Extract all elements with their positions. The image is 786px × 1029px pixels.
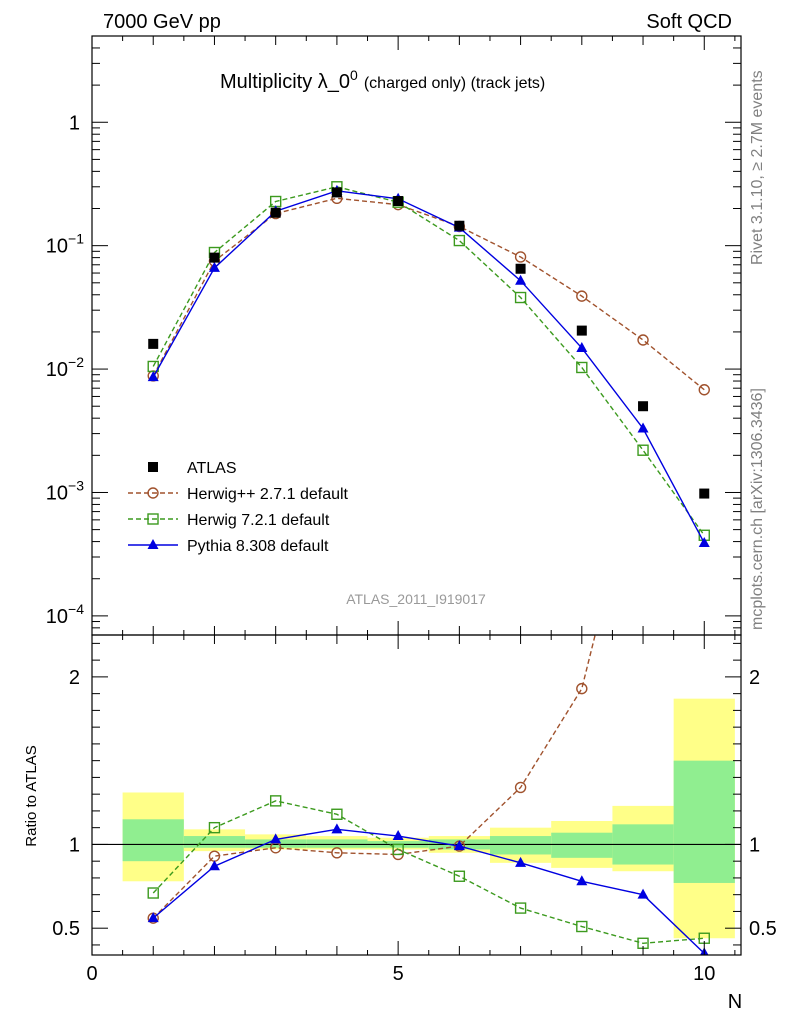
legend-marker: [148, 462, 158, 472]
plot-title-superscript: 0: [350, 67, 358, 83]
main-y-tick-label: 10−3: [46, 477, 84, 504]
ratio-y-tick-label-left: 0.5: [52, 918, 80, 940]
legend: ATLAS Herwig++ 2.7.1 default Herwig 7.2.1 …: [128, 460, 349, 555]
main-y-tick-label: 10−2: [46, 354, 84, 381]
ratio-band-green: [306, 839, 368, 848]
ratio-frame: [91, 634, 742, 956]
ratio-point-pythia-8-308-default: [453, 840, 465, 851]
data-point-atlas: [209, 252, 220, 263]
data-point-atlas: [638, 401, 649, 412]
ratio-axis-label: Ratio to ATLAS: [23, 745, 40, 846]
ratio-point-pythia-8-308-default: [270, 833, 282, 844]
ratio-band-green: [551, 832, 613, 858]
main-y-tick-label: 10−4: [46, 601, 84, 628]
data-point-herwig-7-2-1-default: [514, 291, 527, 304]
category-label: Soft QCD: [646, 11, 732, 33]
ratio-point-herwig-7-2-1-default: [269, 795, 282, 807]
series-line-pythia-8-308-default: [152, 190, 705, 544]
rivet-version-label: Rivet 3.1.10, ≥ 2.7M events: [749, 70, 766, 265]
data-point-herwig-2-7-1-default: [514, 251, 527, 263]
data-point-atlas: [148, 338, 159, 349]
ratio-band-green: [122, 819, 184, 862]
data-point-pythia-8-308-default: [637, 422, 649, 433]
x-tick-label: 10: [693, 963, 715, 985]
data-point-pythia-8-308-default: [147, 371, 159, 382]
ratio-point-pythia-8-308-default: [576, 875, 588, 886]
ratio-point-pythia-8-308-default: [392, 830, 404, 841]
ratio-point-herwig-7-2-1-default: [392, 843, 404, 856]
ratio-y-tick-label-right: 1: [749, 834, 760, 856]
plot-title: Multiplicity λ_00 (charged only) (track j…: [220, 67, 545, 93]
ratio-band-green: [489, 836, 552, 855]
x-tick-label: 5: [393, 963, 404, 985]
ratio-band-green: [673, 760, 735, 883]
data-point-pythia-8-308-default: [515, 274, 527, 285]
ratio-point-pythia-8-308-default: [515, 856, 527, 867]
x-axis-label: N: [728, 991, 742, 1013]
ratio-point-herwig-2-7-1-default: [331, 847, 343, 859]
ratio-point-herwig-7-2-1-default: [208, 821, 221, 834]
data-point-herwig-2-7-1-default: [637, 334, 649, 346]
data-point-atlas: [576, 325, 587, 336]
data-point-herwig-7-2-1-default: [453, 234, 466, 247]
data-point-atlas: [699, 488, 710, 499]
main-y-tick-label: 10−1: [46, 231, 84, 258]
axes: 0 5 10 1 10−1 10−2 10−3 10−4 0.5 0.5 1 1 2 2: [46, 35, 777, 985]
ratio-band-green: [245, 839, 307, 848]
legend-entry-label: ATLAS: [187, 460, 237, 477]
data-point-atlas: [515, 263, 526, 274]
legend-marker: [147, 487, 159, 499]
legend-entry-label: Herwig++ 2.7.1 default: [187, 486, 349, 503]
data-point-atlas: [393, 196, 404, 207]
ratio-line-herwig-7-2-1-default: [152, 800, 705, 944]
legend-marker: [147, 539, 159, 549]
ratio-y-tick-label-left: 1: [69, 834, 80, 856]
series-line-herwig-7-2-1-default: [152, 186, 705, 536]
ratio-y-tick-label-right: 2: [749, 667, 760, 689]
ratio-y-tick-label-left: 2: [69, 667, 80, 689]
ratio-point-herwig-7-2-1-default: [453, 870, 466, 882]
legend-entry-label: Herwig 7.2.1 default: [187, 512, 330, 529]
analysis-id-label: ATLAS_2011_I919017: [346, 591, 486, 607]
data-point-herwig-2-7-1-default: [698, 384, 710, 396]
plot-title-main: Multiplicity λ_0: [220, 71, 350, 93]
ratio-point-pythia-8-308-default: [147, 912, 159, 923]
ratio-point-herwig-2-7-1-default: [576, 682, 588, 695]
x-tick-label: 0: [86, 963, 97, 985]
data-point-herwig-7-2-1-default: [637, 444, 649, 456]
data-point-pythia-8-308-default: [576, 342, 588, 353]
main-y-tick-label: 1: [69, 112, 80, 134]
ratio-point-pythia-8-308-default: [331, 823, 343, 834]
legend-entry-label: Pythia 8.308 default: [187, 538, 329, 555]
ratio-point-herwig-2-7-1-default: [514, 781, 527, 794]
ratio-point-herwig-7-2-1-default: [514, 902, 527, 914]
ratio-uncertainty-bands: [122, 698, 735, 939]
series-line-herwig-2-7-1-default: [152, 197, 705, 391]
data-point-herwig-7-2-1-default: [576, 361, 588, 374]
ratio-band-green: [183, 836, 246, 848]
ratio-line-pythia-8-308-default: [152, 828, 705, 954]
ratio-point-herwig-7-2-1-default: [331, 808, 343, 820]
mcplots-reference-label: mcplots.cern.ch [arXiv:1306.3436]: [749, 388, 766, 630]
legend-marker: [147, 513, 159, 525]
data-point-atlas: [454, 220, 465, 231]
plot-title-suffix: (charged only) (track jets): [364, 75, 545, 92]
ratio-point-herwig-7-2-1-default: [576, 920, 588, 933]
data-point-pythia-8-308-default: [698, 536, 710, 547]
data-point-atlas: [270, 207, 281, 218]
energy-label: 7000 GeV pp: [103, 11, 221, 33]
ratio-point-pythia-8-308-default: [637, 888, 649, 899]
main-panel: [147, 181, 710, 547]
ratio-y-tick-label-right: 0.5: [749, 918, 777, 940]
ratio-panel: [92, 635, 741, 955]
data-point-herwig-2-7-1-default: [576, 290, 588, 302]
data-point-pythia-8-308-default: [208, 261, 220, 272]
ratio-point-pythia-8-308-default: [208, 860, 220, 871]
ratio-point-herwig-7-2-1-default: [147, 887, 159, 899]
data-point-atlas: [331, 187, 342, 198]
